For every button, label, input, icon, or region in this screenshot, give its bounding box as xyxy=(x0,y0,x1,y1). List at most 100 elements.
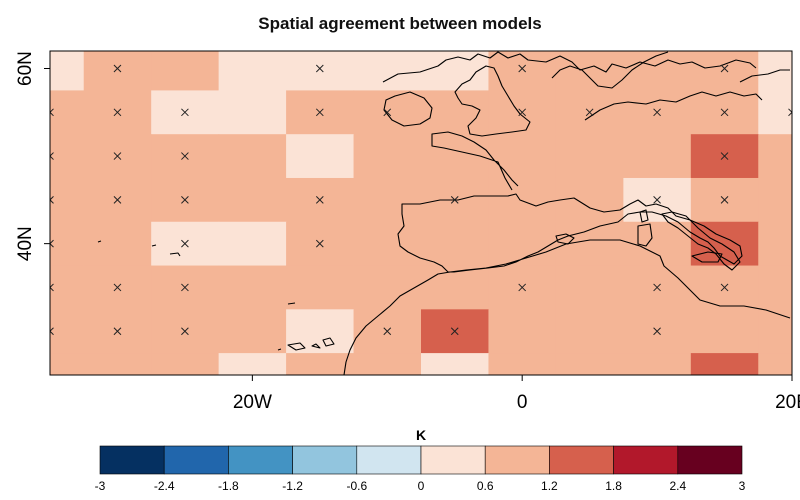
agreement-cross-marker xyxy=(450,327,459,336)
grid-cell xyxy=(50,309,85,354)
colorbar-tick-label: -2.4 xyxy=(154,479,175,493)
grid-cell xyxy=(218,177,287,223)
grid-cell xyxy=(623,51,692,91)
grid-cell xyxy=(286,134,355,179)
grid-cell xyxy=(623,353,692,375)
grid-cell xyxy=(286,51,355,91)
grid-cell xyxy=(758,221,792,267)
colorbar-tick-label: 1.2 xyxy=(541,479,558,493)
agreement-cross-marker xyxy=(518,64,527,73)
colorbar-swatch xyxy=(99,445,165,475)
grid-cell xyxy=(50,134,85,179)
agreement-cross-marker xyxy=(315,196,324,204)
grid-cell xyxy=(353,353,422,375)
grid-cell xyxy=(218,90,287,135)
agreement-cross-marker xyxy=(383,108,392,117)
grid-cell xyxy=(488,353,557,375)
agreement-cross-marker xyxy=(720,64,729,73)
grid-cell xyxy=(83,221,152,267)
colorbar-swatch xyxy=(228,445,293,475)
colorbar: K -3 -2.4 -1.8 -1.2 -0.6 0 0.6 1.2 1.8 2.4 3 xyxy=(95,427,746,493)
agreement-cross-marker xyxy=(113,196,122,204)
coastline-great-britain xyxy=(454,65,531,137)
grid-cell xyxy=(758,265,792,310)
grid-cell xyxy=(218,221,287,267)
agreement-cross-marker xyxy=(50,108,54,117)
grid-cell xyxy=(758,90,792,135)
map-title: Spatial agreement between models xyxy=(258,14,542,33)
agreement-cross-marker xyxy=(181,239,189,248)
agreement-cross-marker xyxy=(518,108,527,117)
coastline-sicily xyxy=(691,251,723,263)
agreement-cross-marker xyxy=(113,108,122,117)
grid-cell xyxy=(218,51,287,91)
grid-cell xyxy=(286,353,355,375)
grid-cell xyxy=(555,265,624,310)
y-tick-label: 40N xyxy=(15,226,36,261)
colorbar-tick-label: 1.8 xyxy=(605,479,622,493)
grid-cell xyxy=(151,51,220,91)
grid-cell xyxy=(353,177,422,223)
agreement-cross-marker xyxy=(653,283,661,292)
grid-cell xyxy=(758,51,792,91)
coastlines xyxy=(97,51,791,375)
grid-cell xyxy=(50,90,85,135)
grid-cell xyxy=(218,134,287,179)
grid-cell xyxy=(218,309,287,354)
x-tick-label: 0 xyxy=(517,392,528,413)
agreement-crosses xyxy=(50,64,792,336)
grid-cell xyxy=(218,265,287,310)
agreement-cross-marker xyxy=(113,64,122,73)
colorbar-tick-label: 0 xyxy=(418,479,425,493)
agreement-cross-marker xyxy=(585,108,594,117)
grid-cell xyxy=(50,51,85,91)
grid-cell xyxy=(623,134,692,179)
grid-cell xyxy=(353,134,422,179)
colorbar-tick-label: -1.2 xyxy=(282,479,303,493)
grid-cell xyxy=(421,353,489,375)
grid-cell xyxy=(488,51,557,91)
grid-cell xyxy=(555,134,624,179)
agreement-cross-marker xyxy=(181,108,189,117)
grid-cell xyxy=(50,177,85,223)
coastline-balearic xyxy=(555,233,575,245)
grid-cell xyxy=(218,353,287,375)
coastline-mainland xyxy=(343,51,791,375)
coastline-corsica xyxy=(639,209,649,223)
grid-cell xyxy=(758,177,792,223)
grid-cell xyxy=(488,134,557,179)
grid-cell xyxy=(555,309,624,354)
coastline-italy xyxy=(661,211,741,271)
agreement-cross-marker xyxy=(50,196,54,204)
grid-cell xyxy=(421,221,489,267)
colorbar-swatch xyxy=(356,445,422,475)
grid-cell xyxy=(758,353,792,375)
agreement-cross-marker xyxy=(720,283,729,292)
grid-cell xyxy=(151,353,220,375)
colorbar-swatch xyxy=(677,445,743,475)
grid-cell xyxy=(758,134,792,179)
colorbar-title: K xyxy=(416,427,426,443)
grid-cell xyxy=(421,265,489,310)
grid-cell xyxy=(83,353,152,375)
plot-frame xyxy=(49,50,793,376)
grid-cell xyxy=(50,221,85,267)
colorbar-tick-label: -1.8 xyxy=(218,479,239,493)
agreement-cross-marker xyxy=(181,327,189,336)
grid-cell xyxy=(353,221,422,267)
agreement-cross-marker xyxy=(720,196,729,204)
agreement-cross-marker xyxy=(653,108,661,117)
agreement-cross-marker xyxy=(450,196,459,204)
grid-cell xyxy=(690,221,759,267)
coastline-scandinavia xyxy=(551,51,790,89)
grid-cell xyxy=(488,309,557,354)
grid-cell xyxy=(50,265,85,310)
map-axes: 20W 0 20E 40N 60N xyxy=(15,51,800,413)
agreement-cross-marker xyxy=(518,283,527,292)
agreement-cross-marker xyxy=(653,196,661,204)
agreement-cross-marker xyxy=(720,152,729,160)
grid-cell xyxy=(50,353,85,375)
x-tick-label: 20W xyxy=(233,392,272,413)
grid-cell xyxy=(421,134,489,179)
coastline-madeira xyxy=(287,302,296,305)
